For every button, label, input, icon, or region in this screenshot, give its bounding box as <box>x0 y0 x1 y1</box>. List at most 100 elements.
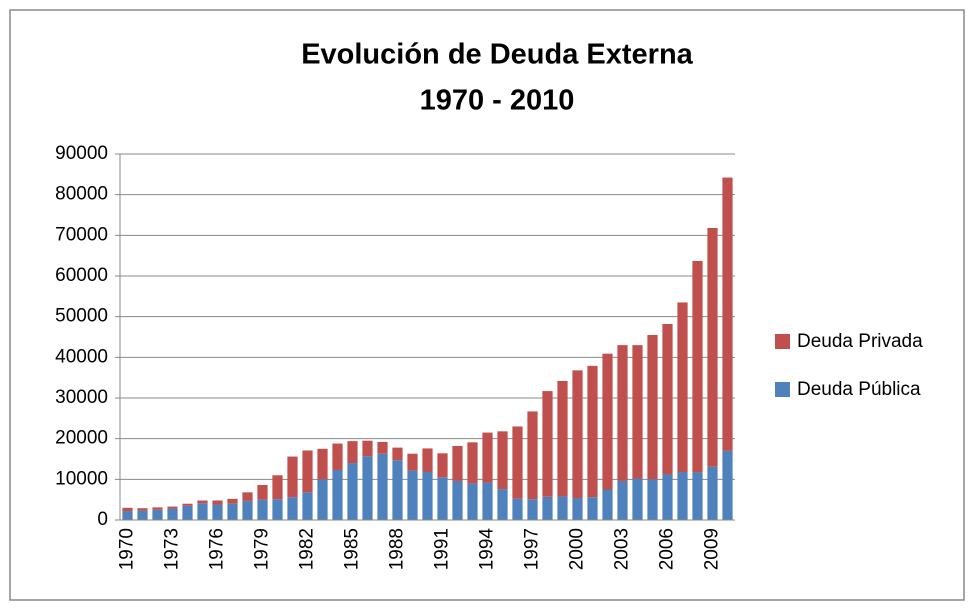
chart-title: Evolución de Deuda Externa <box>301 39 693 71</box>
bar <box>257 485 268 500</box>
y-tick-label: 60000 <box>55 265 108 286</box>
y-tick-label: 0 <box>97 509 108 530</box>
bar <box>647 334 658 480</box>
x-tick-label: 1973 <box>162 528 183 570</box>
bar <box>332 469 343 520</box>
bar <box>677 302 688 473</box>
bar <box>692 472 703 520</box>
bar <box>602 353 613 490</box>
bar <box>332 443 343 470</box>
y-tick-label: 80000 <box>55 184 108 205</box>
bar <box>557 496 568 520</box>
bar <box>317 448 328 480</box>
bar <box>452 445 463 481</box>
y-tick-label: 90000 <box>55 143 108 164</box>
bar <box>437 453 448 478</box>
legend-label: Deuda Pública <box>797 379 921 400</box>
bar <box>392 447 403 461</box>
x-tick-label: 2000 <box>567 528 588 570</box>
bar <box>377 441 388 454</box>
bar <box>467 442 478 484</box>
bar <box>197 500 208 504</box>
bar <box>557 380 568 497</box>
bar <box>647 479 658 520</box>
bar <box>512 498 523 520</box>
x-tick-label: 1988 <box>387 528 408 570</box>
bar <box>662 474 673 520</box>
bar <box>242 500 253 520</box>
bar <box>317 479 328 520</box>
bar <box>482 432 493 483</box>
bar <box>512 426 523 499</box>
bar <box>302 450 313 493</box>
bar <box>272 475 283 500</box>
bar <box>542 496 553 520</box>
bar <box>212 500 223 505</box>
bar <box>572 498 583 520</box>
bar <box>707 228 718 467</box>
bar <box>287 497 298 520</box>
chart-title: 1970 - 2010 <box>420 85 575 117</box>
bar <box>602 489 613 520</box>
y-tick-label: 70000 <box>55 224 108 245</box>
bar <box>497 431 508 490</box>
bar <box>257 499 268 520</box>
bar <box>362 440 373 457</box>
bar <box>722 450 733 520</box>
bar <box>167 508 178 520</box>
legend-swatch <box>775 334 790 349</box>
bar <box>662 323 673 475</box>
x-tick-label: 2009 <box>702 528 723 570</box>
y-tick-label: 50000 <box>55 306 108 327</box>
bar <box>527 411 538 500</box>
bar <box>227 503 238 520</box>
bar <box>347 463 358 520</box>
bar <box>572 370 583 499</box>
bar <box>182 505 193 520</box>
legend-swatch <box>775 382 790 397</box>
bar <box>542 391 553 497</box>
x-tick-label: 1994 <box>477 528 498 571</box>
bar <box>167 506 178 509</box>
bar <box>632 478 643 520</box>
bar <box>632 345 643 479</box>
bar <box>407 453 418 471</box>
bar <box>152 509 163 520</box>
bar <box>272 499 283 520</box>
bar <box>437 477 448 520</box>
bar <box>392 460 403 520</box>
legend-label: Deuda Privada <box>797 331 923 352</box>
y-tick-label: 20000 <box>55 428 108 449</box>
bar <box>152 507 163 510</box>
bar <box>122 511 133 520</box>
bar <box>692 260 703 473</box>
x-tick-label: 1997 <box>522 528 543 570</box>
x-tick-label: 2006 <box>657 528 678 570</box>
x-tick-label: 1970 <box>117 528 138 570</box>
y-tick-label: 30000 <box>55 387 108 408</box>
y-tick-label: 10000 <box>55 468 108 489</box>
bar <box>422 448 433 473</box>
x-tick-label: 2003 <box>612 528 633 570</box>
bar <box>587 497 598 520</box>
bar <box>362 456 373 520</box>
bar <box>527 499 538 520</box>
bar <box>407 470 418 520</box>
bar <box>347 441 358 464</box>
x-tick-label: 1982 <box>297 528 318 570</box>
bar <box>287 456 298 498</box>
bar <box>377 453 388 520</box>
bar <box>182 503 193 506</box>
bar <box>227 498 238 504</box>
bar <box>137 510 148 520</box>
y-tick-label: 40000 <box>55 346 108 367</box>
bar <box>677 472 688 520</box>
x-tick-label: 1979 <box>252 528 273 570</box>
bar <box>617 480 628 520</box>
bar <box>722 177 733 451</box>
bar <box>452 480 463 520</box>
bar <box>707 466 718 520</box>
bar <box>482 482 493 520</box>
